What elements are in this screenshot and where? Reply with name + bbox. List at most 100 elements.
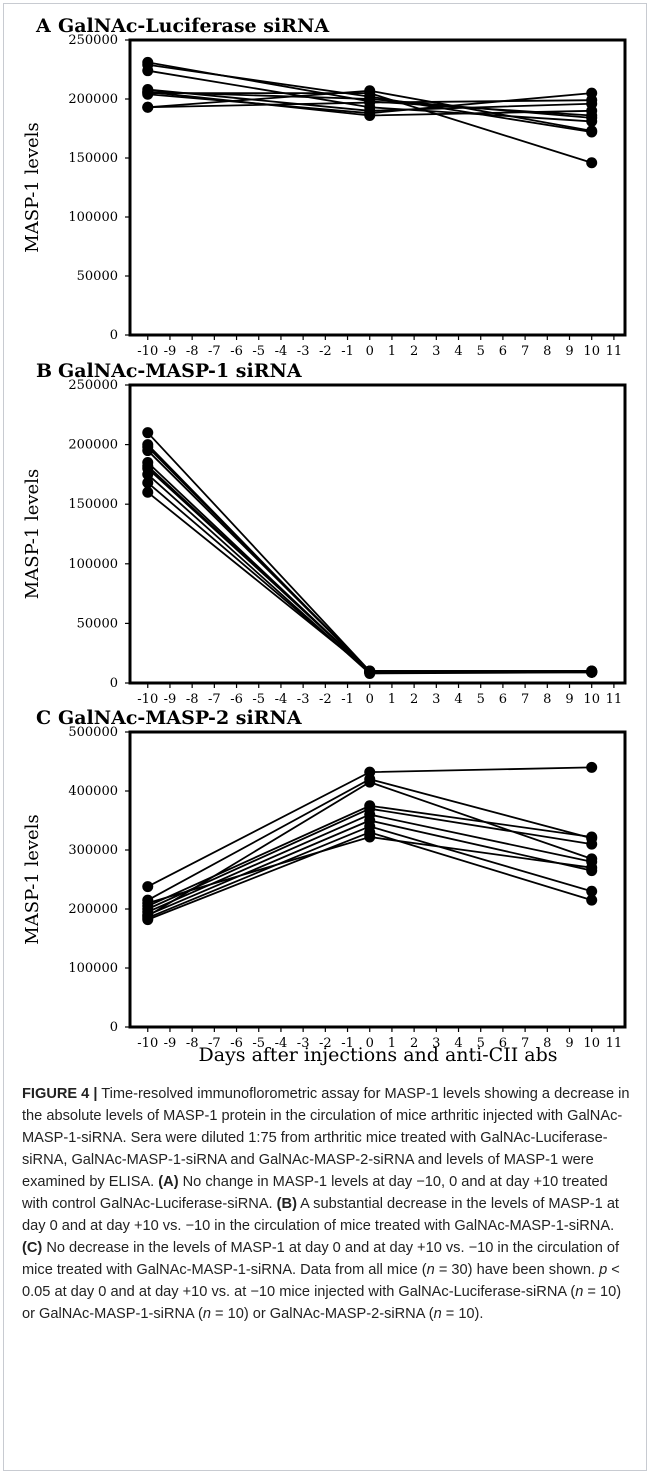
x-tick-label: 6 [499, 692, 507, 707]
x-tick-label: 5 [477, 692, 485, 707]
x-tick-label: 10 [583, 692, 600, 707]
y-axis-label: MASP-1 levels [22, 469, 43, 599]
data-point [586, 157, 598, 169]
x-tick-label: 5 [477, 1036, 485, 1051]
y-tick-label: 300000 [68, 843, 118, 858]
series-line [147, 446, 592, 672]
y-tick-label: 0 [110, 1020, 118, 1035]
series-line [147, 491, 592, 674]
y-tick-label: 100000 [68, 961, 118, 976]
data-point [142, 460, 154, 472]
x-tick-label: 8 [543, 344, 551, 359]
y-tick-label: 100000 [68, 210, 118, 225]
x-tick-label: 1 [388, 1036, 396, 1051]
data-point [364, 776, 376, 788]
y-tick-label: 0 [110, 676, 118, 691]
y-tick-label: 50000 [77, 616, 118, 631]
x-tick-label: -7 [208, 1036, 221, 1051]
x-tick-label: 5 [477, 344, 485, 359]
data-point [586, 761, 598, 773]
x-tick-label: -4 [275, 1036, 288, 1051]
panel-letter: B [36, 360, 52, 382]
caption-p-var: p [599, 1262, 608, 1278]
data-point [364, 97, 376, 109]
x-tick-label: 7 [521, 344, 529, 359]
x-tick-label: -8 [186, 344, 199, 359]
panel-title: GalNAc-MASP-2 siRNA [58, 707, 302, 729]
x-tick-label: 11 [606, 692, 623, 707]
data-point [142, 468, 154, 480]
data-point [364, 831, 376, 843]
x-tick-label: 6 [499, 1036, 507, 1051]
y-tick-label: 500000 [68, 725, 118, 740]
x-tick-label: 4 [454, 344, 462, 359]
data-point [586, 831, 598, 843]
x-tick-label: -9 [164, 1036, 177, 1051]
x-tick-label: -6 [230, 692, 243, 707]
caption-n2: = 10) or GalNAc-MASP-2-siRNA ( [210, 1306, 434, 1322]
x-tick-label: 3 [432, 692, 440, 707]
x-tick-label: 8 [543, 692, 551, 707]
y-axis-label: MASP-1 levels [22, 122, 43, 252]
x-tick-label: -9 [164, 344, 177, 359]
y-tick-label: 150000 [68, 151, 118, 166]
data-point [142, 910, 154, 922]
y-tick-label: 200000 [68, 92, 118, 107]
x-tick-label: 2 [410, 692, 418, 707]
caption-a-text: No change in MASP-1 levels at day −10, 0… [22, 1174, 608, 1212]
caption-b-label: (B) [276, 1196, 297, 1212]
data-point [142, 486, 154, 498]
y-tick-label: 400000 [68, 784, 118, 799]
data-point [586, 105, 598, 117]
y-tick-label: 150000 [68, 497, 118, 512]
x-tick-label: 9 [565, 344, 573, 359]
x-tick-label: -3 [297, 344, 310, 359]
x-tick-label: -10 [137, 344, 158, 359]
data-point [142, 881, 154, 893]
x-axis-label: Days after injections and anti-CII abs [198, 1044, 557, 1066]
plot-frame [128, 38, 627, 337]
y-axis-label: MASP-1 levels [22, 814, 43, 944]
caption-c-text: No decrease in the levels of MASP-1 at d… [22, 1240, 620, 1278]
caption-c-label: (C) [22, 1240, 43, 1256]
panel-letter: A [35, 15, 51, 37]
x-tick-label: 11 [606, 1036, 623, 1051]
x-tick-label: 8 [543, 1036, 551, 1051]
data-point [364, 800, 376, 812]
x-tick-label: 10 [583, 1036, 600, 1051]
data-point [364, 110, 376, 122]
x-tick-label: -8 [186, 1036, 199, 1051]
y-tick-label: 50000 [77, 269, 118, 284]
caption-label: FIGURE 4 | [22, 1086, 98, 1102]
figure-frame [3, 3, 647, 1471]
x-tick-label: 11 [606, 344, 623, 359]
panel-a: A GalNAc-Luciferase siRNA 0 50000 100000 1500… [22, 15, 627, 359]
data-point [142, 477, 154, 489]
series-line [147, 461, 592, 674]
figure-caption: FIGURE 4 | Time-resolved immunoflorometr… [22, 1083, 632, 1325]
data-point [142, 900, 154, 912]
x-tick-label: -9 [164, 692, 177, 707]
series-line [147, 482, 592, 674]
series-line [147, 465, 592, 674]
x-tick-label: -10 [137, 692, 158, 707]
data-point [142, 427, 154, 439]
data-point [586, 94, 598, 106]
series-line [147, 432, 592, 672]
series-line [147, 467, 592, 672]
x-tick-label: -1 [341, 1036, 354, 1051]
y-tick-label: 250000 [68, 378, 118, 393]
plot-frame [128, 730, 627, 1029]
data-point [586, 126, 598, 138]
x-tick-label: -2 [319, 344, 332, 359]
x-tick-label: 0 [366, 1036, 374, 1051]
data-point [586, 885, 598, 897]
figure-charts: A GalNAc-Luciferase siRNA0500001000001500… [22, 15, 627, 1066]
data-point [586, 894, 598, 906]
y-tick-label: 0 [110, 328, 118, 343]
x-tick-label: 7 [521, 1036, 529, 1051]
x-tick-label: -2 [319, 692, 332, 707]
x-tick-label: 3 [432, 344, 440, 359]
caption-p-text: < 0.05 at day 0 and at day +10 vs. at −1… [22, 1262, 620, 1300]
x-tick-label: 10 [583, 344, 600, 359]
